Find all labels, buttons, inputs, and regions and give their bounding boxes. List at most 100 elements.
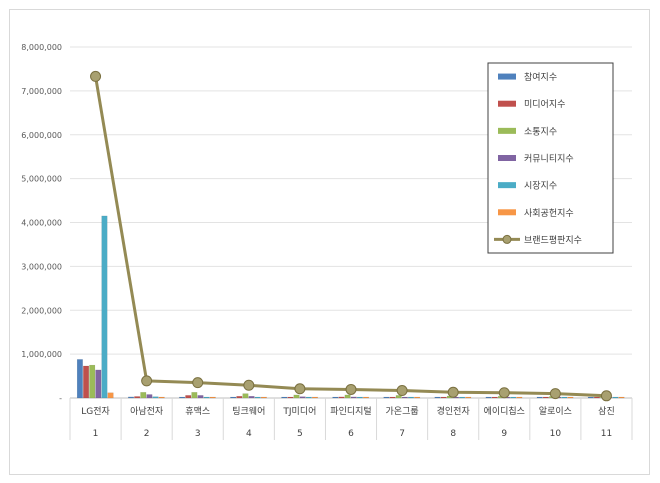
x-index-label: 10 <box>550 429 562 439</box>
bar-참여지수 <box>587 396 594 399</box>
legend-label: 시장지수 <box>524 181 557 192</box>
x-tick-label: 아남전자 <box>130 406 164 417</box>
x-index-label: 9 <box>501 429 507 439</box>
y-tick-label: 2,000,000 <box>21 306 62 315</box>
x-tick-label: TJ미디어 <box>282 406 316 417</box>
bar-시장지수 <box>459 396 466 399</box>
bar-미디어지수 <box>593 396 600 399</box>
bar-미디어지수 <box>236 396 243 399</box>
bar-시장지수 <box>101 215 108 399</box>
y-tick-label: 5,000,000 <box>21 175 62 184</box>
bar-커뮤니티지수 <box>197 395 204 399</box>
x-tick-label: 파인디지털 <box>330 405 371 417</box>
bar-시장지수 <box>305 396 312 399</box>
bar-참여지수 <box>434 396 441 399</box>
bar-참여지수 <box>485 396 492 399</box>
line-point <box>345 383 357 395</box>
line-point <box>498 387 510 399</box>
line-point <box>549 388 561 400</box>
bar-시장지수 <box>561 396 568 399</box>
bar-소통지수 <box>395 395 402 399</box>
bar-커뮤니티지수 <box>350 396 357 399</box>
legend-swatch <box>498 182 516 189</box>
legend-swatch <box>498 155 516 161</box>
x-index-label: 8 <box>450 429 456 439</box>
bar-소통지수 <box>89 364 96 399</box>
legend-swatch <box>498 100 516 107</box>
line-series <box>90 70 612 402</box>
bar-시장지수 <box>152 396 159 399</box>
x-axis: LG전자 1 아남전자 2 휴맥스 3 팅크웨어 4 TJ미디어 5 파인디지털 6 가온그룹 7 경인전자… <box>69 398 633 440</box>
bar-커뮤니티지수 <box>146 394 153 399</box>
legend-label: 사회공헌지수 <box>524 208 574 219</box>
bar-미디어지수 <box>389 396 396 399</box>
bar-시장지수 <box>356 396 363 399</box>
bar-시장지수 <box>203 396 210 399</box>
x-tick-label: 가온그룹 <box>386 406 419 417</box>
x-index-label: 11 <box>601 429 612 439</box>
legend-label: 소통지수 <box>524 126 557 137</box>
x-index-label: 2 <box>144 429 150 439</box>
bar-참여지수 <box>332 396 339 399</box>
bar-사회공헌지수 <box>209 396 216 399</box>
legend-swatch <box>498 127 516 134</box>
y-tick-label: 1,000,000 <box>21 350 62 359</box>
bar-시장지수 <box>510 396 517 399</box>
bar-참여지수 <box>536 396 543 399</box>
bar-시장지수 <box>408 396 414 399</box>
line-point <box>447 386 459 398</box>
line-point <box>90 70 102 82</box>
x-tick-label: 에이디칩스 <box>484 406 525 417</box>
bar-사회공헌지수 <box>158 396 165 399</box>
bar-참여지수 <box>230 396 237 399</box>
bar-사회공헌지수 <box>107 392 114 399</box>
bar-참여지수 <box>76 359 83 399</box>
x-tick-label: 휴맥스 <box>185 406 210 417</box>
bar-미디어지수 <box>491 396 498 399</box>
x-tick-label: 알로이스 <box>539 406 572 417</box>
line-point <box>600 390 612 402</box>
x-tick-label: 경인전자 <box>437 405 471 417</box>
legend-swatch <box>498 209 516 216</box>
legend-swatch <box>498 73 516 80</box>
bar-커뮤니티지수 <box>401 396 408 399</box>
bar-소통지수 <box>344 394 351 399</box>
bar-사회공헌지수 <box>516 396 523 399</box>
bar-미디어지수 <box>338 396 345 399</box>
line-point <box>192 377 204 389</box>
bar-참여지수 <box>179 396 186 399</box>
bar-미디어지수 <box>185 395 192 399</box>
bar-사회공헌지수 <box>414 396 421 399</box>
x-index-label: 1 <box>93 429 99 439</box>
bar-미디어지수 <box>440 396 447 399</box>
line-point <box>294 383 306 395</box>
bar-소통지수 <box>140 392 147 399</box>
legend-label: 미디어지수 <box>524 99 565 110</box>
bar-커뮤니티지수 <box>299 396 306 399</box>
x-index-label: 7 <box>399 429 405 439</box>
legend-marker <box>502 234 512 244</box>
bar-미디어지수 <box>542 396 549 399</box>
bar-시장지수 <box>254 396 261 399</box>
bar-사회공헌지수 <box>618 396 625 399</box>
bar-미디어지수 <box>287 396 294 399</box>
x-tick-label: LG전자 <box>81 406 110 417</box>
bar-커뮤니티지수 <box>95 369 102 399</box>
bar-참여지수 <box>128 396 134 399</box>
line-point <box>396 385 408 397</box>
bar-참여지수 <box>383 396 390 399</box>
x-index-label: 5 <box>297 429 303 439</box>
legend-label: 커뮤니티지수 <box>524 154 574 165</box>
x-index-label: 6 <box>348 429 354 439</box>
y-tick-label: 8,000,000 <box>21 43 62 52</box>
x-index-label: 3 <box>195 429 201 439</box>
bar-사회공헌지수 <box>260 396 267 399</box>
y-tick-label: 7,000,000 <box>21 87 62 96</box>
bar-사회공헌지수 <box>465 396 472 399</box>
bar-소통지수 <box>191 392 198 399</box>
bar-소통지수 <box>242 393 249 399</box>
bar-미디어지수 <box>134 396 141 399</box>
y-tick-label: 4,000,000 <box>21 219 62 228</box>
y-tick-label: 3,000,000 <box>21 262 62 271</box>
